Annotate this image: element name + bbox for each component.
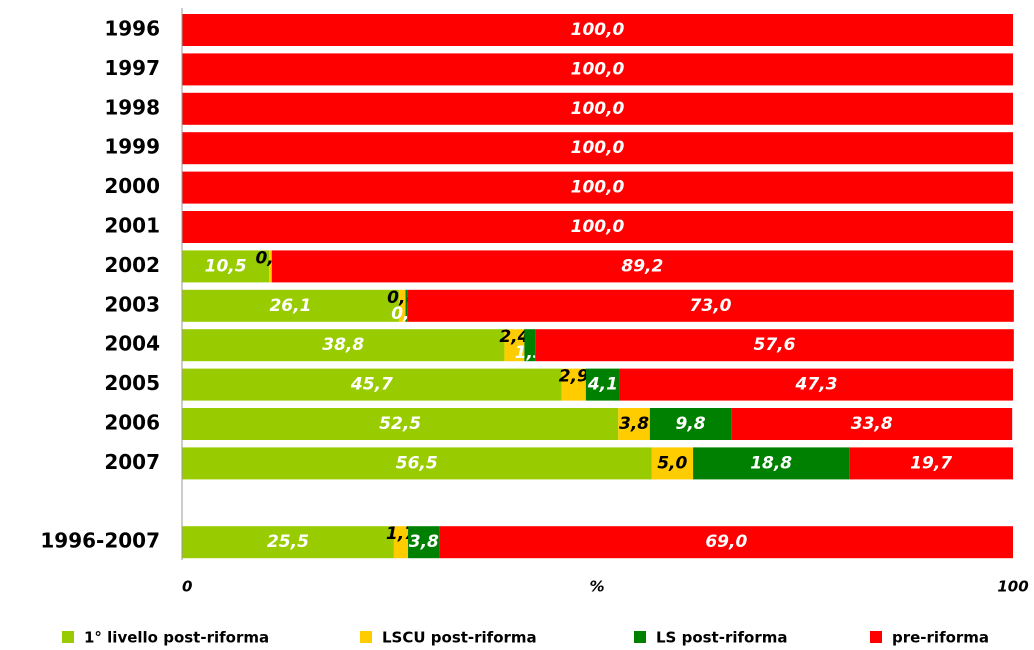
value-label: 57,6 [754, 335, 796, 355]
legend-label: pre-riforma [892, 629, 989, 647]
value-label: 100,0 [571, 20, 625, 40]
value-label: 47,3 [794, 375, 837, 395]
value-label: 100,0 [571, 99, 625, 119]
bar-segment [182, 329, 505, 362]
legend-swatch [870, 631, 882, 643]
bar-segment [182, 250, 270, 283]
category-label: 2003 [104, 292, 160, 316]
value-label: 45,7 [350, 375, 393, 395]
value-label: 2,4 [499, 327, 529, 347]
category-label: 2006 [104, 411, 160, 435]
bar-segment [182, 211, 1013, 243]
legend-swatch [634, 631, 646, 643]
x-axis-label: % [589, 578, 604, 596]
bar-segment [618, 408, 650, 440]
bar-segment [182, 368, 562, 401]
bar-segment [504, 329, 525, 362]
bar-segment [182, 14, 1013, 46]
category-label: 1998 [104, 95, 160, 119]
value-label: 100,0 [571, 138, 625, 158]
bar-segment [398, 289, 406, 322]
bar-segment [182, 408, 619, 440]
x-tick-label: 0 [182, 578, 192, 596]
bar-segment [182, 171, 1013, 204]
category-label: 1999 [104, 135, 160, 159]
value-label: 5,0 [657, 453, 687, 473]
value-label: 89,2 [621, 256, 663, 276]
category-label: 2004 [104, 332, 160, 356]
bar-segment [693, 447, 850, 480]
x-tick-label: 100 [997, 578, 1028, 596]
bar-segment [408, 526, 440, 559]
value-label: 69,0 [705, 532, 747, 552]
value-label: 100,0 [571, 59, 625, 79]
category-label: 2007 [104, 450, 160, 474]
category-label: 1997 [104, 56, 160, 80]
bar-segment [182, 526, 394, 559]
bar-segment [271, 250, 1013, 283]
value-label: 18,8 [750, 453, 792, 473]
value-label: 19,7 [910, 453, 952, 473]
legend-label: 1° livello post-riforma [84, 629, 269, 647]
bar-segment [182, 92, 1013, 125]
value-label: 4,1 [587, 375, 618, 395]
category-label: 1996 [104, 17, 160, 41]
value-label: 52,5 [379, 414, 421, 434]
category-label: 2002 [104, 253, 160, 277]
value-label: 33,8 [851, 414, 893, 434]
category-label: 2001 [104, 214, 160, 238]
value-label: 38,8 [322, 335, 364, 355]
bar-segment [561, 368, 586, 401]
legend-swatch [62, 631, 74, 643]
bar-segment [731, 408, 1013, 440]
bar-segment [585, 368, 620, 401]
bar-segment [619, 368, 1013, 401]
value-label: 25,5 [267, 532, 309, 552]
bar-segment [649, 408, 732, 440]
value-label: 2,9 [559, 367, 589, 387]
value-label: 9,8 [676, 414, 706, 434]
bar-segment [182, 289, 399, 322]
value-label: 100,0 [571, 217, 625, 237]
bar-segment [651, 447, 694, 480]
value-label: 56,5 [396, 453, 438, 473]
bar-segment [439, 526, 1013, 559]
bar-segment [849, 447, 1013, 480]
value-label: 3,8 [619, 414, 649, 434]
category-label: 1996-2007 [40, 529, 160, 553]
legend-label: LSCU post-riforma [382, 629, 537, 647]
bar-segment [524, 329, 536, 362]
value-label: 10,5 [205, 256, 247, 276]
bar-segment [407, 289, 1014, 322]
bar-segment [405, 289, 408, 322]
value-label: 100,0 [571, 178, 625, 198]
category-label: 2000 [104, 174, 160, 198]
bar-segment [182, 132, 1013, 165]
bar-segment [535, 329, 1014, 362]
bar-segment [393, 526, 409, 559]
category-label: 2005 [104, 371, 160, 395]
legend-label: LS post-riforma [656, 629, 787, 647]
value-label: 73,0 [690, 296, 732, 316]
bar-segment [182, 53, 1013, 86]
value-label: 3,8 [409, 532, 439, 552]
legend-swatch [360, 631, 372, 643]
value-label: 26,1 [269, 296, 311, 316]
bar-segment [182, 447, 652, 480]
bar-segment [269, 250, 272, 283]
